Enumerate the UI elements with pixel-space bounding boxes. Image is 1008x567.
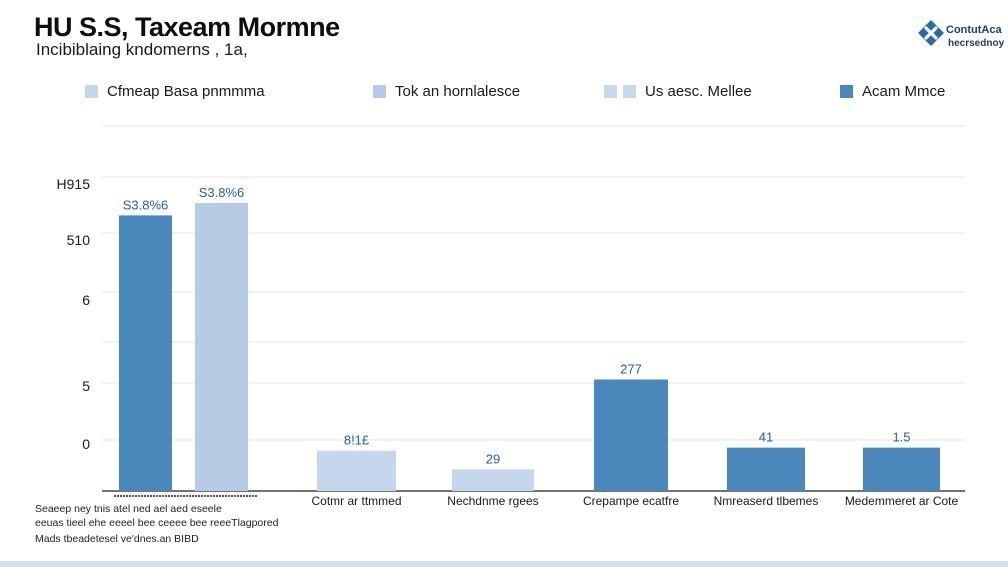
data-label: 1.5: [892, 430, 910, 445]
data-label: S3.8%6: [123, 197, 169, 212]
legend-label: Acam Mmce: [862, 82, 946, 100]
data-label: S3.8%6: [199, 185, 245, 200]
bottom-rule: [0, 561, 1008, 567]
data-label: 41: [759, 430, 773, 445]
category-label: Medemmeret ar Cote: [845, 494, 959, 508]
data-label: 29: [486, 451, 500, 466]
category-label: Cotmr ar ttmmed: [311, 494, 401, 508]
brand-tagline: hecrsednoy: [948, 38, 1005, 49]
bar: [195, 203, 248, 491]
legend-label: Us aesc. Mellee: [645, 82, 752, 100]
legend-swatch: [85, 84, 98, 98]
legend-item-1: Cfmeap Basa pnmmma: [85, 82, 265, 100]
legend-item-4: Acam Mmce: [840, 82, 945, 100]
brand-diamond-icon: [918, 20, 944, 46]
legend-swatch: [840, 84, 853, 98]
y-tick-label: 6: [82, 292, 90, 308]
brand-name: ContutAca: [946, 24, 1002, 36]
category-label: Nechdnme rgees: [447, 494, 538, 508]
legend-swatch: [623, 84, 636, 98]
bar: [594, 379, 668, 491]
bar: [863, 447, 940, 491]
data-label: 277: [620, 362, 642, 377]
legend-swatch: [373, 84, 386, 98]
legend-item-2: Tok an hornlalesce: [373, 82, 520, 100]
legend-label: Cfmeap Basa pnmmma: [107, 82, 265, 100]
brand-logo: ContutAca hecrsednoy: [918, 18, 1008, 52]
footnote-1: Seaeep ney tnis atel ned ael aed eseele: [35, 503, 222, 515]
bar: [727, 447, 805, 491]
category-label: Crepampe ecatfre: [583, 494, 679, 508]
legend-item-3: Us aesc. Mellee: [604, 82, 752, 100]
data-label: 8!1£: [344, 433, 370, 448]
chart-title: HU S.S, Taxeam Mormne: [34, 12, 340, 42]
footnote-3: Mads tbeadetesel ve'dnes.an BIBD: [35, 533, 199, 545]
legend-label: Tok an hornlalesce: [395, 82, 521, 100]
legend-swatch-extra: [604, 84, 617, 98]
y-tick-label: 0: [82, 436, 90, 452]
y-tick-label: 510: [67, 232, 91, 248]
bar: [452, 469, 534, 491]
footnote-2: eeuas tieel ehe eeeel bee ceeee bee reee…: [35, 517, 279, 529]
y-tick-label: 5: [82, 378, 90, 394]
chart-subtitle: Incibiblaing kndomerns , 1a,: [36, 40, 248, 59]
bar: [317, 450, 396, 491]
bar: [119, 215, 172, 492]
category-label: Nmreaserd tlbemes: [714, 494, 819, 508]
y-tick-label: H915: [57, 176, 91, 192]
